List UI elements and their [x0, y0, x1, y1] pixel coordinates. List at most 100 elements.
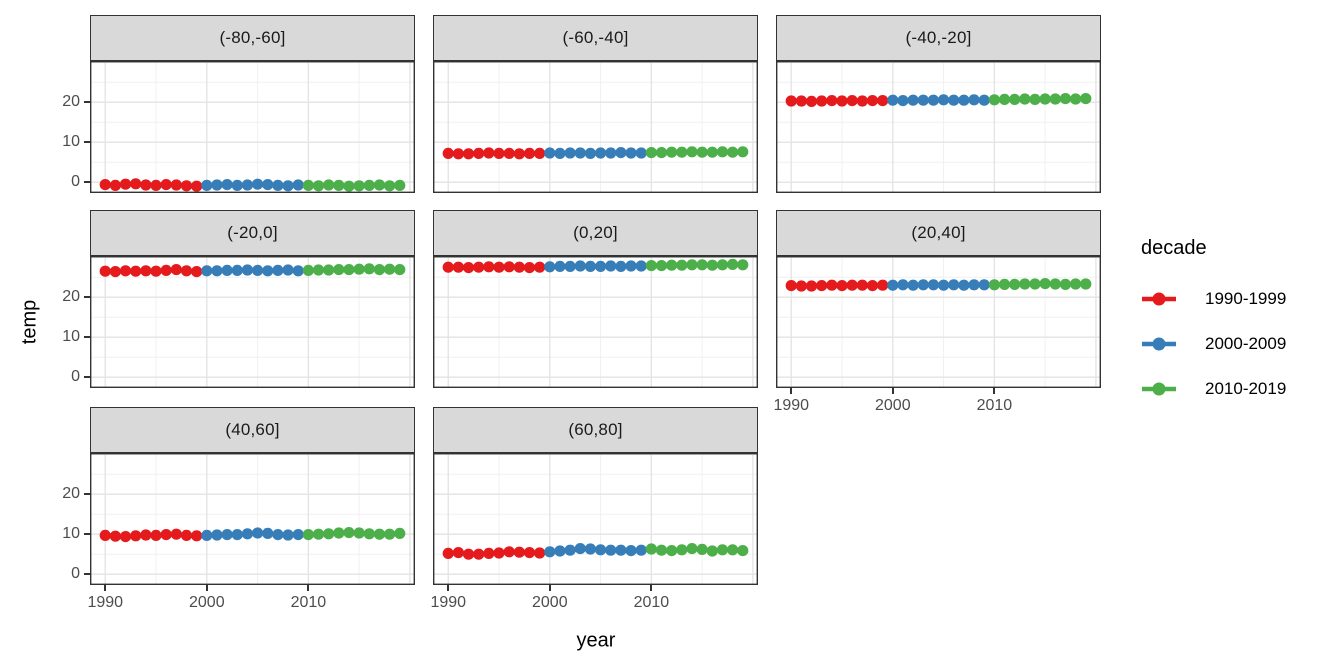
- data-point: [221, 179, 233, 191]
- x-tick-mark: [205, 585, 208, 591]
- facet-panel: [433, 256, 758, 388]
- x-tick-label: 2010: [633, 594, 670, 611]
- data-point: [574, 260, 586, 272]
- data-point: [696, 146, 708, 158]
- facet-panel: [776, 256, 1101, 388]
- data-point: [795, 95, 807, 107]
- data-point: [130, 178, 142, 190]
- data-point: [615, 544, 627, 556]
- data-point: [907, 279, 919, 291]
- facet-panel: [90, 61, 415, 193]
- data-point: [846, 95, 858, 107]
- data-point: [907, 94, 919, 106]
- data-point: [452, 148, 464, 160]
- data-point: [676, 544, 688, 556]
- data-point: [1070, 93, 1082, 105]
- data-point: [1019, 278, 1031, 290]
- y-tick-mark: [84, 336, 90, 339]
- x-tick-label: 2000: [189, 594, 225, 611]
- data-point: [140, 529, 152, 541]
- data-point: [282, 180, 294, 192]
- data-point: [866, 280, 879, 292]
- data-point: [666, 259, 678, 271]
- data-point: [897, 279, 909, 291]
- data-point: [534, 147, 546, 159]
- data-point: [241, 264, 254, 276]
- data-point: [1059, 93, 1072, 105]
- data-point: [452, 547, 464, 559]
- data-point: [231, 529, 243, 541]
- data-point: [625, 545, 637, 557]
- data-point: [363, 179, 375, 191]
- data-point: [302, 264, 314, 276]
- data-point: [635, 544, 647, 556]
- facet-strip-label: (-60,-40]: [562, 28, 629, 47]
- data-point: [615, 147, 627, 159]
- data-point: [170, 179, 182, 191]
- data-point: [282, 529, 294, 541]
- data-point: [170, 264, 182, 276]
- data-point: [343, 180, 355, 192]
- data-point: [160, 529, 172, 541]
- data-point: [605, 260, 617, 272]
- facet-strip: (-60,-40]: [433, 15, 758, 61]
- data-point: [503, 546, 515, 558]
- data-point: [937, 279, 950, 291]
- data-point: [473, 147, 485, 159]
- facet-panel: [90, 453, 415, 585]
- legend-item: 2010-2019: [1141, 378, 1286, 400]
- data-point: [785, 95, 797, 107]
- x-tick-mark: [993, 388, 996, 394]
- facet-strip: (-40,-20]: [776, 15, 1101, 61]
- data-point: [574, 543, 586, 555]
- data-point: [323, 528, 335, 540]
- data-point: [615, 260, 627, 272]
- data-point: [635, 260, 647, 272]
- data-point: [887, 279, 899, 291]
- data-point: [140, 265, 152, 277]
- data-point: [1059, 278, 1072, 290]
- y-tick-mark: [84, 376, 90, 379]
- facet-strip-label: (60,80]: [568, 420, 623, 439]
- data-point: [635, 147, 647, 159]
- data-point: [99, 529, 111, 541]
- data-point: [312, 180, 325, 192]
- y-tick-label: 10: [62, 133, 80, 151]
- y-tick-mark: [84, 573, 90, 576]
- data-point: [302, 529, 314, 541]
- data-point: [462, 148, 475, 160]
- data-point: [666, 146, 678, 158]
- data-point: [201, 265, 213, 277]
- data-point: [988, 279, 1000, 291]
- data-point: [160, 179, 172, 191]
- y-tick-mark: [84, 533, 90, 536]
- data-point: [130, 265, 142, 277]
- data-point: [333, 179, 345, 191]
- x-tick-label: 1990: [87, 594, 124, 611]
- x-tick-mark: [891, 388, 894, 394]
- x-tick-mark: [790, 388, 793, 394]
- data-point: [119, 265, 132, 277]
- data-point: [737, 259, 749, 271]
- data-point: [292, 179, 304, 191]
- data-point: [119, 178, 132, 190]
- x-tick-label: 2010: [976, 397, 1013, 414]
- data-point: [877, 279, 889, 291]
- facet-strip: (0,20]: [433, 210, 758, 256]
- data-point: [826, 279, 838, 291]
- y-tick-label: 0: [71, 173, 80, 191]
- data-point: [866, 95, 879, 107]
- data-point: [292, 529, 304, 541]
- legend-item-label: 2000-2009: [1205, 334, 1287, 353]
- data-point: [1070, 278, 1082, 290]
- data-point: [373, 264, 386, 276]
- data-point: [706, 259, 718, 271]
- data-point: [727, 258, 739, 270]
- data-point: [927, 279, 940, 291]
- data-point: [221, 529, 233, 541]
- data-point: [594, 260, 607, 272]
- data-point: [343, 264, 355, 276]
- x-tick-label: 2010: [290, 594, 327, 611]
- data-point: [493, 147, 505, 159]
